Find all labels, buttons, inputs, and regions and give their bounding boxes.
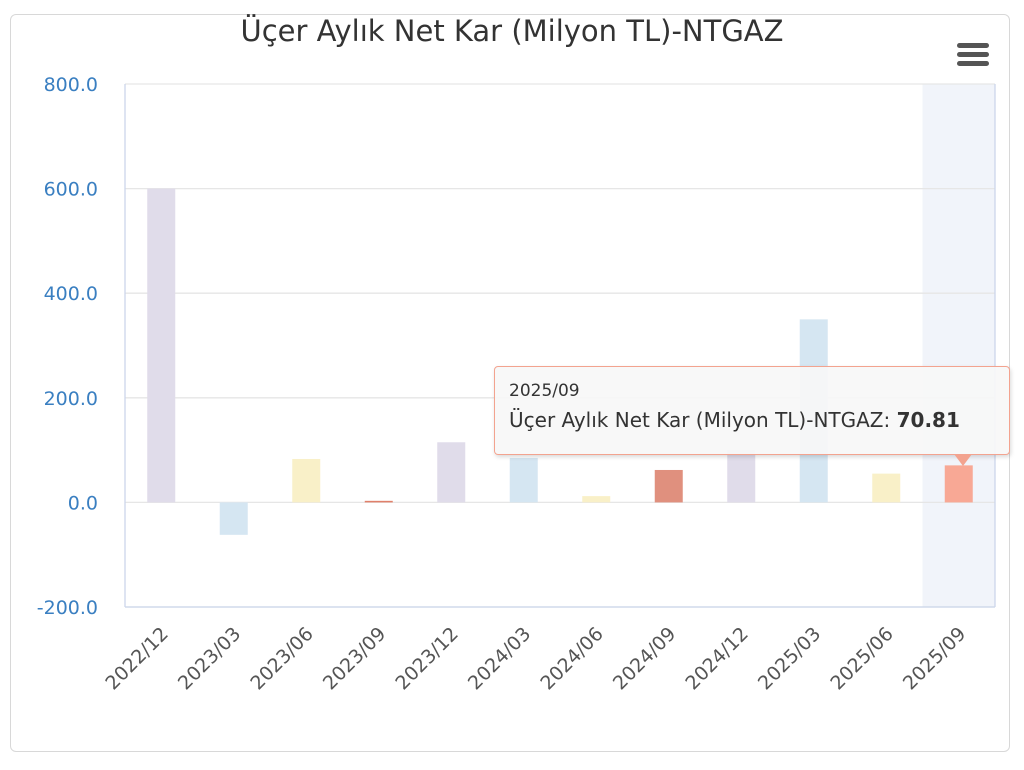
highlight-band bbox=[922, 84, 995, 607]
tooltip-pointer bbox=[954, 454, 972, 466]
y-tick-label: 400.0 bbox=[44, 283, 98, 305]
tooltip-series-label: Üçer Aylık Net Kar (Milyon TL)-NTGAZ: bbox=[509, 408, 897, 432]
bar bbox=[582, 496, 611, 503]
tooltip-category: 2025/09 bbox=[509, 381, 580, 401]
y-tick-label: 200.0 bbox=[44, 388, 98, 410]
bar bbox=[292, 458, 321, 503]
x-tick-label: 2023/09 bbox=[319, 623, 390, 694]
x-tick-label: 2024/12 bbox=[681, 623, 752, 694]
bar bbox=[727, 450, 756, 503]
tooltip-row: Üçer Aylık Net Kar (Milyon TL)-NTGAZ: 70… bbox=[509, 408, 960, 432]
y-tick-label: 600.0 bbox=[44, 179, 98, 201]
y-tick-label: -200.0 bbox=[37, 597, 98, 619]
bar bbox=[654, 469, 683, 503]
bar bbox=[509, 457, 538, 503]
x-tick-label: 2025/03 bbox=[754, 623, 825, 694]
bar bbox=[437, 442, 466, 503]
x-tick-label: 2023/06 bbox=[246, 623, 317, 694]
chart-title: Üçer Aylık Net Kar (Milyon TL)-NTGAZ bbox=[240, 14, 784, 48]
bar bbox=[944, 465, 973, 503]
bar bbox=[364, 500, 393, 503]
x-tick-label: 2023/03 bbox=[174, 623, 245, 694]
bar bbox=[147, 188, 176, 503]
x-tick-label: 2024/06 bbox=[536, 623, 607, 694]
x-tick-label: 2025/06 bbox=[826, 623, 897, 694]
y-tick-label: 0.0 bbox=[68, 492, 98, 514]
x-tick-label: 2022/12 bbox=[101, 623, 172, 694]
tooltip-value: 70.81 bbox=[896, 408, 960, 432]
chart-tooltip: 2025/09 Üçer Aylık Net Kar (Milyon TL)-N… bbox=[494, 366, 1010, 466]
hamburger-icon[interactable] bbox=[956, 40, 990, 70]
bar bbox=[219, 502, 248, 535]
bar bbox=[872, 473, 901, 503]
x-tick-label: 2023/12 bbox=[391, 623, 462, 694]
x-tick-label: 2025/09 bbox=[899, 623, 970, 694]
y-tick-label: 800.0 bbox=[44, 74, 98, 96]
x-tick-label: 2024/03 bbox=[464, 623, 535, 694]
x-tick-label: 2024/09 bbox=[609, 623, 680, 694]
